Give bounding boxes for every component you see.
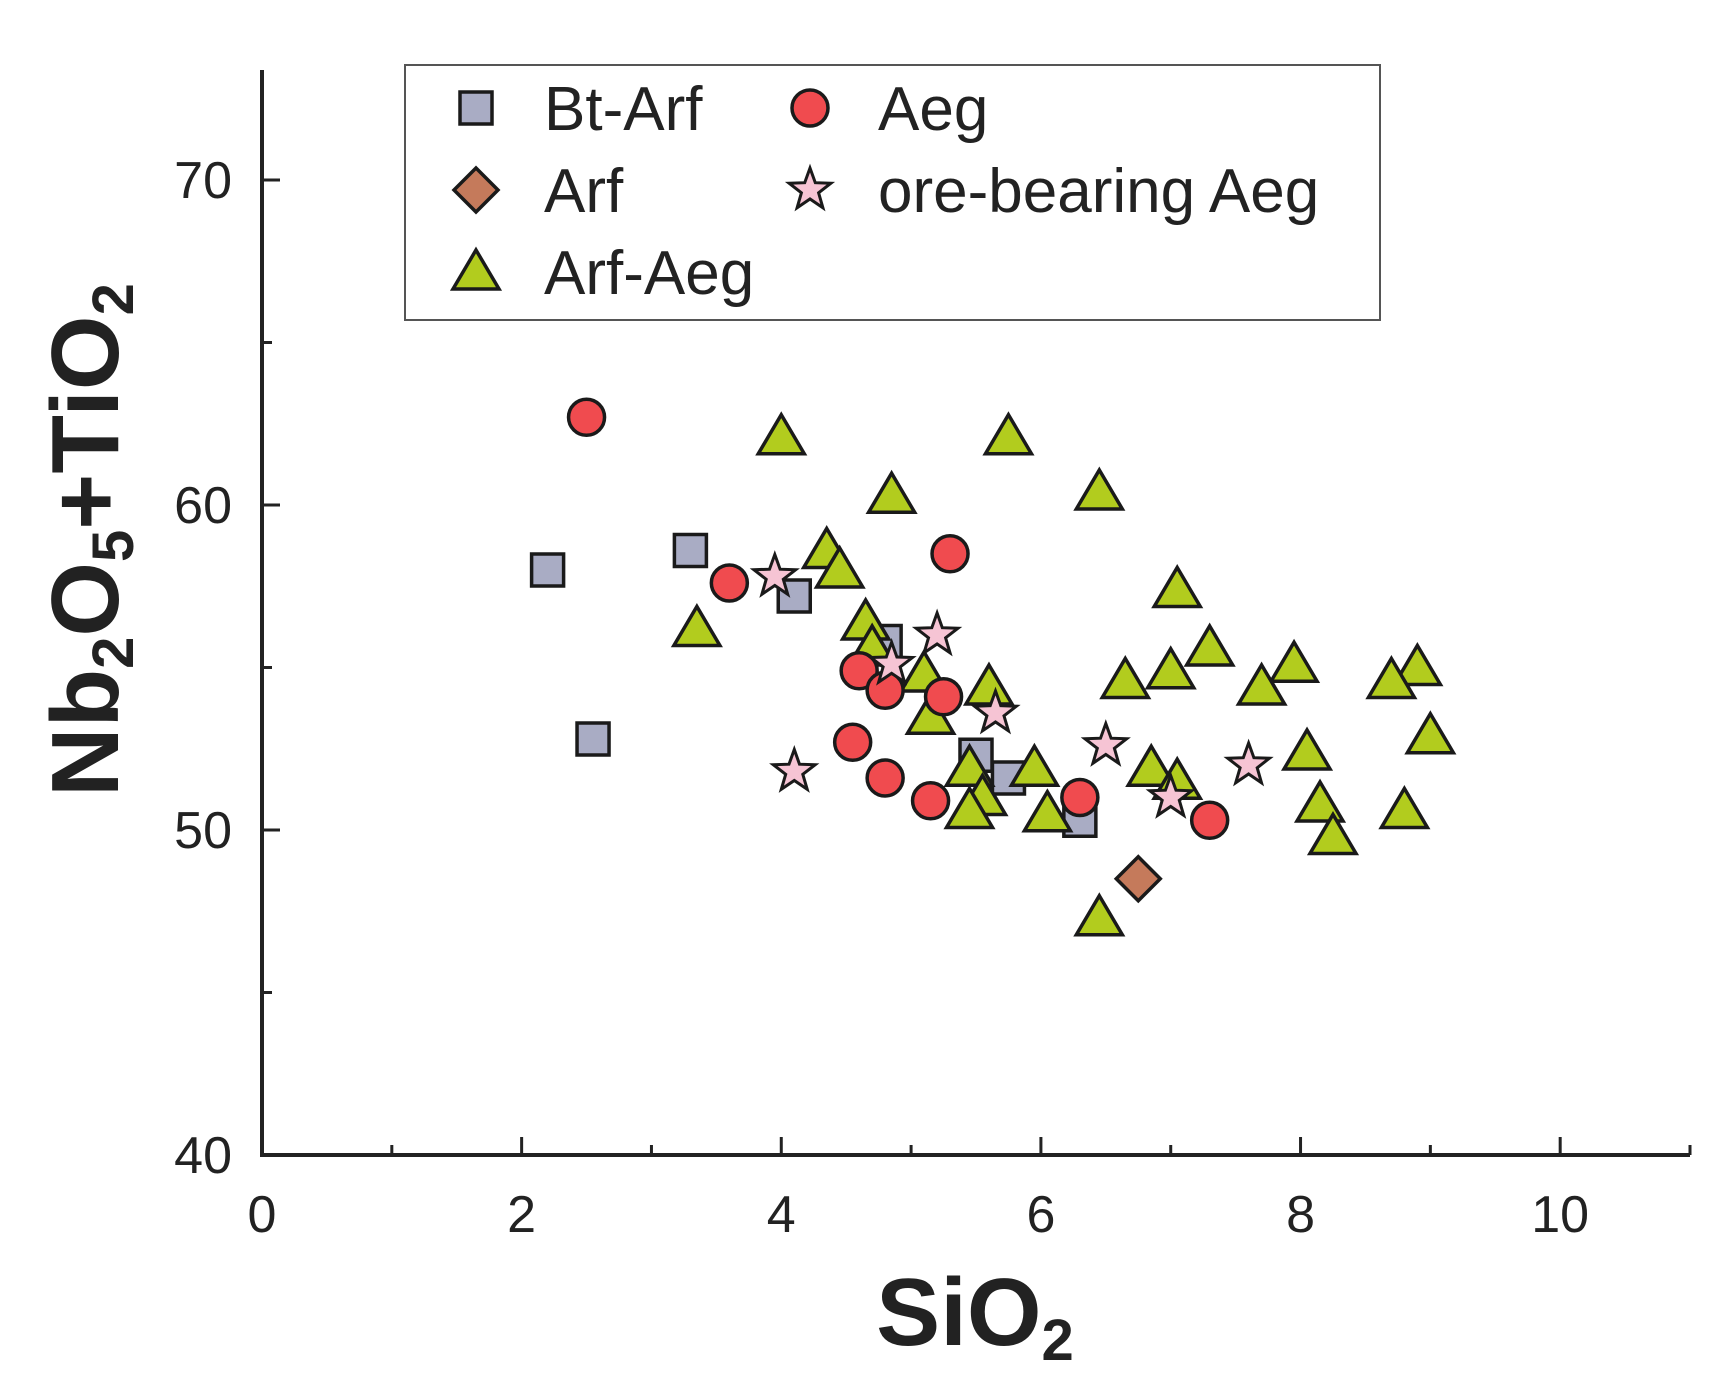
point-ore-bearing-aeg bbox=[866, 637, 917, 686]
series-arf-aeg bbox=[670, 411, 1457, 937]
axis-titles: SiO2 Nb2O5+TiO2 bbox=[32, 283, 1074, 1372]
point-arf-aeg bbox=[1378, 785, 1431, 830]
point-arf-aeg bbox=[962, 661, 1016, 706]
point-aeg bbox=[865, 758, 905, 798]
point-aeg bbox=[566, 397, 607, 437]
y-tick-label: 50 bbox=[174, 802, 232, 860]
axes: 0 2 4 6 8 10 40 50 60 70 bbox=[174, 70, 1692, 1244]
point-ore-bearing-aeg bbox=[1223, 738, 1274, 787]
point-arf-aeg bbox=[1021, 788, 1074, 833]
legend-box bbox=[404, 64, 1381, 321]
point-bt-arf bbox=[529, 552, 566, 588]
point-arf-aeg bbox=[1183, 622, 1236, 667]
point-arf-aeg bbox=[1280, 726, 1334, 771]
point-arf-aeg bbox=[1235, 661, 1288, 706]
point-arf-aeg bbox=[1267, 638, 1321, 683]
legend-label-arf-aeg: Arf-Aeg bbox=[544, 239, 754, 308]
point-aeg bbox=[930, 534, 970, 574]
data-points bbox=[529, 397, 1457, 937]
series-aeg bbox=[566, 397, 1230, 840]
point-aeg bbox=[1189, 800, 1230, 840]
y-tick-label: 70 bbox=[174, 152, 232, 210]
point-arf-aeg bbox=[1293, 778, 1347, 823]
point-arf-aeg bbox=[1144, 645, 1197, 690]
point-ore-bearing-aeg bbox=[911, 608, 963, 657]
point-ore-bearing-aeg bbox=[970, 686, 1021, 735]
point-arf-aeg bbox=[1151, 564, 1204, 609]
point-arf-aeg bbox=[813, 544, 866, 589]
point-arf-aeg bbox=[1073, 892, 1126, 937]
legend: Bt-Arf Aeg Arf ore-bearing Aeg Arf-Aeg bbox=[404, 64, 1381, 321]
point-ore-bearing-aeg bbox=[1080, 719, 1131, 767]
point-arf-aeg bbox=[670, 603, 723, 648]
point-arf-aeg bbox=[1125, 742, 1178, 787]
point-bt-arf bbox=[672, 532, 709, 569]
x-tick-label: 4 bbox=[767, 1186, 796, 1244]
point-arf-aeg bbox=[1365, 655, 1418, 700]
y-tick-label: 60 bbox=[174, 477, 232, 535]
point-ore-bearing-aeg bbox=[769, 745, 820, 793]
point-arf-aeg bbox=[1404, 710, 1457, 755]
point-arf-aeg bbox=[755, 411, 808, 456]
point-aeg bbox=[1060, 777, 1100, 818]
point-arf-aeg bbox=[1099, 655, 1152, 700]
series-bt-arf bbox=[529, 532, 1098, 838]
point-aeg bbox=[832, 722, 873, 762]
point-arf-aeg bbox=[1008, 742, 1061, 787]
legend-marker-arf-aeg bbox=[449, 246, 503, 291]
x-tick-label: 2 bbox=[507, 1186, 536, 1244]
point-aeg bbox=[839, 651, 879, 691]
x-axis-title: SiO2 bbox=[876, 1259, 1074, 1373]
legend-marker-ore-bearing-aeg bbox=[784, 163, 836, 212]
series-arf bbox=[1113, 854, 1163, 904]
x-tick-label: 8 bbox=[1286, 1186, 1315, 1244]
point-arf-aeg bbox=[1391, 642, 1444, 687]
point-ore-bearing-aeg bbox=[1145, 771, 1196, 819]
point-arf-aeg bbox=[943, 785, 996, 830]
x-tick-label: 6 bbox=[1026, 1186, 1055, 1244]
point-bt-arf bbox=[575, 721, 611, 757]
legend-marker-aeg bbox=[790, 88, 830, 128]
x-tick-label: 10 bbox=[1531, 1186, 1589, 1244]
point-arf bbox=[1113, 854, 1163, 904]
y-axis-title: Nb2O5+TiO2 bbox=[32, 283, 146, 797]
point-arf-aeg bbox=[1306, 811, 1360, 856]
point-aeg bbox=[709, 563, 750, 603]
x-tick-label: 0 bbox=[248, 1186, 277, 1244]
point-arf-aeg bbox=[982, 411, 1035, 456]
point-arf-aeg bbox=[839, 596, 892, 641]
series-ore-bearing-aeg bbox=[749, 550, 1274, 819]
point-aeg bbox=[910, 781, 951, 821]
point-ore-bearing-aeg bbox=[749, 550, 800, 598]
legend-marker-bt-arf bbox=[458, 90, 494, 126]
point-arf-aeg bbox=[865, 469, 918, 514]
legend-label-ore-bearing-aeg: ore-bearing Aeg bbox=[878, 157, 1319, 226]
legend-label-bt-arf: Bt-Arf bbox=[544, 75, 703, 144]
point-arf-aeg bbox=[1073, 466, 1126, 511]
point-aeg bbox=[923, 677, 964, 717]
y-tick-label: 40 bbox=[174, 1127, 232, 1185]
legend-label-aeg: Aeg bbox=[878, 75, 988, 144]
legend-marker-arf bbox=[451, 165, 501, 215]
legend-label-arf: Arf bbox=[544, 157, 624, 226]
